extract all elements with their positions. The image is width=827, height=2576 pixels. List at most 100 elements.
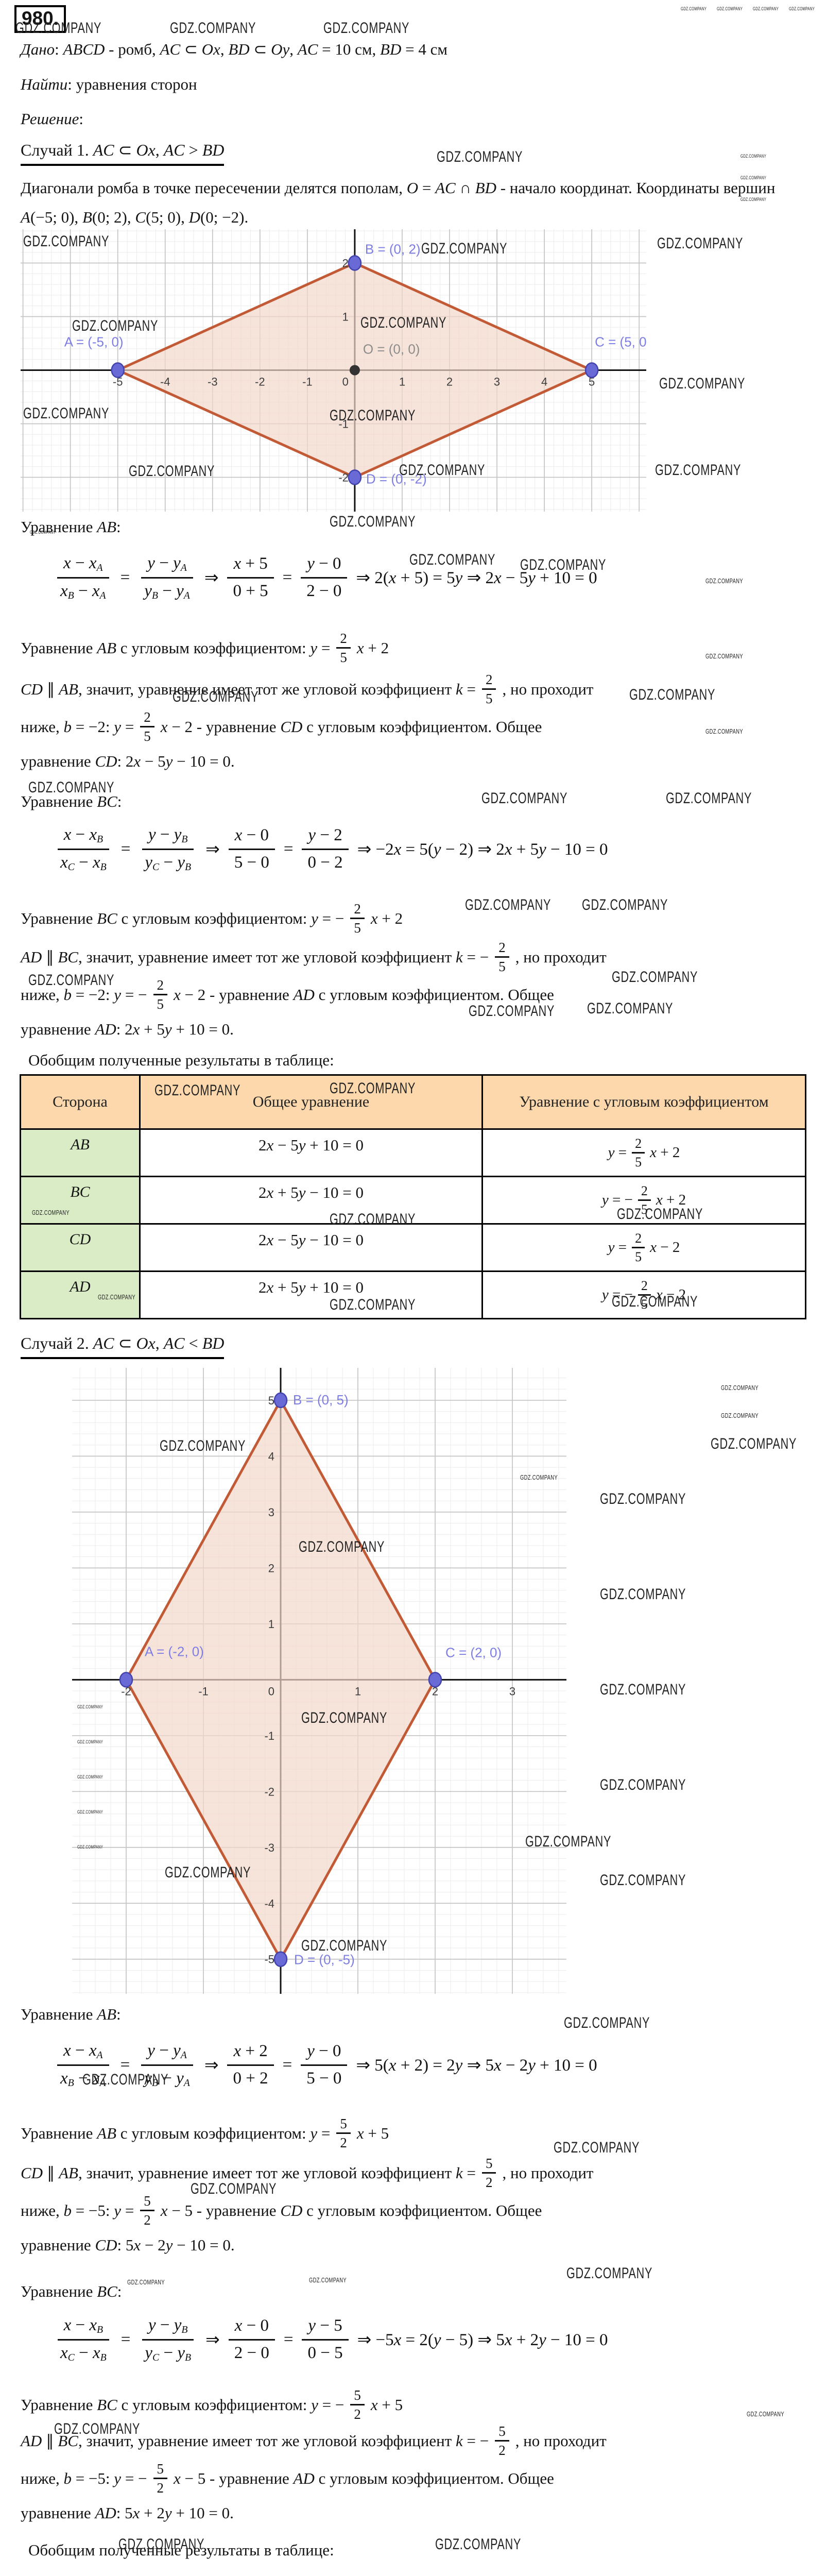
math-text: y = xyxy=(608,1144,627,1161)
cell-slope-equation: y = − 2 5 x − 2 xyxy=(481,1270,806,1319)
fraction-numerator: x − xA xyxy=(57,2041,109,2066)
fraction-denominator: 5 xyxy=(635,1155,642,1170)
slope-bc-line: Уравнение BC с угловым коэффициентом: y … xyxy=(21,902,403,936)
origin-label: O = (0, 0) xyxy=(363,341,420,357)
math-text: Уравнение AB с угловым коэффициентом: y … xyxy=(21,638,331,657)
math-text: ⇒ 5(x + 2) = 2y ⇒ 5x − 2y + 10 = 0 xyxy=(356,2056,597,2075)
y-tick-label: -1 xyxy=(338,417,349,430)
fraction-denominator: xC − xB xyxy=(60,2343,107,2363)
math-text: , но проходит xyxy=(502,680,594,698)
case1-heading-text: Случай 1. AC ⊂ Ox, AC > BD xyxy=(21,141,225,166)
watermark: GDZ.COMPANY xyxy=(600,1681,686,1698)
table-row: AD 2x + 5y + 10 = 0 y = − 2 5 x − 2 xyxy=(20,1270,806,1319)
math-text: AD ∥ BC, значит, уравнение имеет тот же … xyxy=(21,2431,489,2450)
math-text: y = − xyxy=(601,1192,633,1208)
vertex-dot-D xyxy=(273,1951,288,1967)
math-text: Уравнение BC с угловым коэффициентом: y … xyxy=(21,2395,344,2414)
fraction-denominator: yB − yA xyxy=(144,581,190,601)
y-tick-label: -2 xyxy=(264,1785,274,1798)
equation-ab-formula: x − xA xB − xA = y − yA yB − yA ⇒ x + 5 0 + 5 = y… xyxy=(54,554,597,601)
y-tick-label: 3 xyxy=(268,1506,274,1519)
x-tick-label: 2 xyxy=(432,1685,438,1698)
x-tick-label: -2 xyxy=(121,1685,131,1698)
math-text: = xyxy=(120,568,130,587)
math-fraction: x − xB xC − xB xyxy=(54,2316,113,2363)
summary-line-case1: Обобщим полученные результаты в таблице: xyxy=(28,1051,334,1069)
cd-parallel-line: CD ∥ AB, значит, уравнение имеет тот же … xyxy=(21,672,593,706)
math-text: , но проходит xyxy=(502,2163,594,2182)
watermark: GDZ.COMPANY xyxy=(582,896,668,913)
math-fraction: x − xB xC − xB xyxy=(54,825,113,873)
fraction-numerator: 2 xyxy=(336,631,351,649)
fraction-denominator: 2 xyxy=(157,2480,164,2496)
ad-lower-line: ниже, b = −2: y = − 2 5 x − 2 - уравнение A… xyxy=(21,978,554,1012)
cd-lower-line: ниже, b = −2: y = 2 5 x − 2 - уравнение CD … xyxy=(21,710,542,744)
math-fraction: x − xA xB − xA xyxy=(54,554,112,601)
math-text: x − 2 xyxy=(656,1286,686,1303)
watermark: GDZ.COMPANY xyxy=(721,1384,759,1392)
watermark: GDZ.COMPANY xyxy=(655,462,742,479)
fraction-numerator: 2 xyxy=(481,672,496,690)
math-text: = xyxy=(283,839,294,858)
watermark: GDZ.COMPANY xyxy=(435,2536,522,2553)
watermark: GDZ.COMPANY xyxy=(789,6,815,11)
fraction-numerator: 5 xyxy=(350,2388,365,2406)
watermark: GDZ.COMPANY xyxy=(600,1872,686,1889)
math-text: ⇒ xyxy=(205,840,220,859)
math-fraction: y − yB yC − yB xyxy=(139,825,197,873)
fraction-numerator: x − 0 xyxy=(228,2316,275,2341)
x-tick-label: 2 xyxy=(446,375,453,388)
watermark: GDZ.COMPANY xyxy=(705,727,743,735)
watermark: GDZ.COMPANY xyxy=(309,2276,347,2284)
vertex-dot-A xyxy=(119,1672,133,1688)
fraction-denominator: xC − xB xyxy=(60,853,107,873)
math-text: x + 2 xyxy=(656,1192,686,1208)
slope-formula: y = − 2 5 x − 2 xyxy=(602,1278,686,1312)
slope-formula: y = 2 5 x + 2 xyxy=(608,1136,680,1170)
watermark: GDZ.COMPANY xyxy=(629,686,716,703)
fraction-denominator: 2 xyxy=(340,2135,347,2151)
fraction-denominator: 5 xyxy=(354,920,361,936)
cd-general-line-case2: уравнение CD: 5x − 2y − 10 = 0. xyxy=(21,2236,235,2254)
fraction-denominator: 2 xyxy=(144,2212,151,2228)
equation-bc-formula: x − xB xC − xB = y − yB yC − yB ⇒ x − 0 5 − 0 = y… xyxy=(54,825,608,873)
fraction-numerator: y − 0 xyxy=(301,554,348,579)
math-text: CD ∥ AB, значит, уравнение имеет тот же … xyxy=(21,2163,476,2182)
vertex-label-A: A = (-5, 0) xyxy=(64,334,124,349)
results-table-case1: Сторона Общее уравнение Уравнение с угловы… xyxy=(20,1074,806,1319)
math-text: ⇒ 2(x + 5) = 5y ⇒ 2x − 5y + 10 = 0 xyxy=(356,569,597,588)
math-text: x − 2 - уравнение AD с угловым коэффицие… xyxy=(174,985,554,1004)
fraction-denominator: 5 xyxy=(340,650,347,666)
math-fraction: x + 2 0 + 2 xyxy=(227,2042,274,2089)
fraction-denominator: 5 − 0 xyxy=(306,2069,342,2088)
fraction-numerator: y − yA xyxy=(141,554,193,579)
fraction-numerator: 2 xyxy=(140,710,154,728)
case2-heading: Случай 2. AC ⊂ Ox, AC < BD xyxy=(21,1333,225,1359)
vertex-label-A: A = (-2, 0) xyxy=(145,1643,204,1659)
slope-ab-line: Уравнение AB с угловым коэффициентом: y … xyxy=(21,631,389,665)
watermark: GDZ.COMPANY xyxy=(681,6,707,11)
vertex-dot-C xyxy=(584,362,599,378)
table-header-slope: Уравнение с угловым коэффициентом xyxy=(481,1074,806,1130)
ad-parallel-line-case2: AD ∥ BC, значит, уравнение имеет тот же … xyxy=(21,2424,607,2458)
watermark: GDZ.COMPANY xyxy=(330,513,416,530)
x-tick-label: 3 xyxy=(494,375,500,388)
y-tick-label: -3 xyxy=(264,1841,274,1854)
watermark: GDZ.COMPANY xyxy=(600,1776,686,1793)
cell-side: CD xyxy=(20,1223,141,1272)
cell-general-equation: 2x − 5y − 10 = 0 xyxy=(139,1223,483,1272)
watermark: GDZ.COMPANY xyxy=(705,577,743,585)
math-text: ⇒ xyxy=(204,569,219,588)
math-text: AD ∥ BC, значит, уравнение имеет тот же … xyxy=(21,947,489,966)
case1-intro: Диагонали ромба в точке пересечении деля… xyxy=(21,179,776,226)
cell-side: AB xyxy=(20,1128,141,1177)
fraction-denominator: yC − yB xyxy=(145,853,192,873)
math-fraction: y − yB yC − yB xyxy=(139,2316,197,2363)
slope-ab-line-case2: Уравнение AB с угловым коэффициентом: y … xyxy=(21,2116,389,2150)
